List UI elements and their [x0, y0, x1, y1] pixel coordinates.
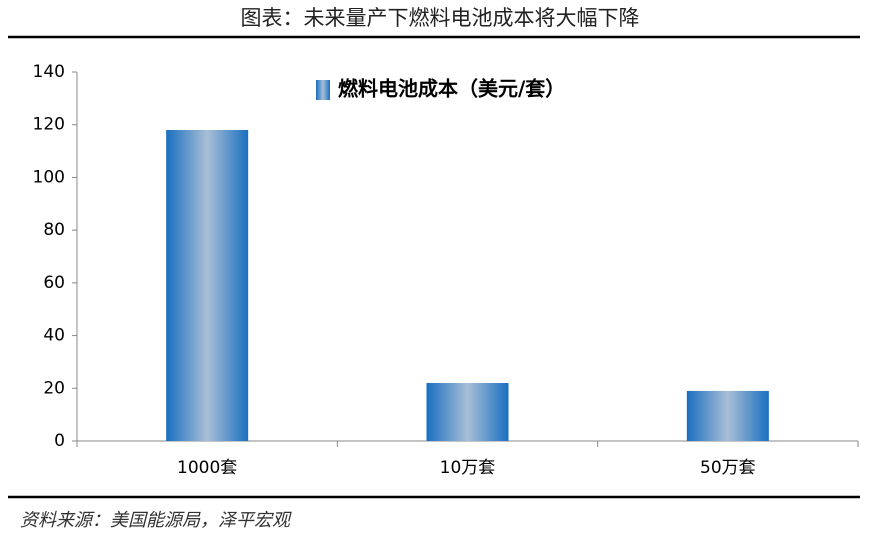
y-tick-label: 120	[33, 115, 65, 135]
bar	[166, 129, 249, 441]
y-tick-label: 0	[54, 431, 65, 451]
bar	[686, 390, 769, 441]
x-tick-label: 10万套	[440, 458, 496, 478]
y-tick-label: 80	[43, 220, 65, 240]
bar	[426, 383, 509, 441]
source: 资料来源：美国能源局，泽平宏观	[20, 510, 292, 531]
legend-label: 燃料电池成本（美元/套）	[338, 77, 565, 101]
x-tick-label: 50万套	[700, 458, 756, 478]
y-tick-label: 20	[43, 378, 65, 398]
y-tick-label: 40	[43, 326, 65, 346]
y-tick-label: 60	[43, 273, 65, 293]
chart-title: 图表：未来量产下燃料电池成本将大幅下降	[241, 6, 640, 30]
legend-swatch	[316, 80, 330, 100]
x-tick-label: 1000套	[177, 458, 237, 478]
y-tick-label: 140	[33, 62, 65, 82]
y-tick-label: 100	[33, 167, 65, 187]
